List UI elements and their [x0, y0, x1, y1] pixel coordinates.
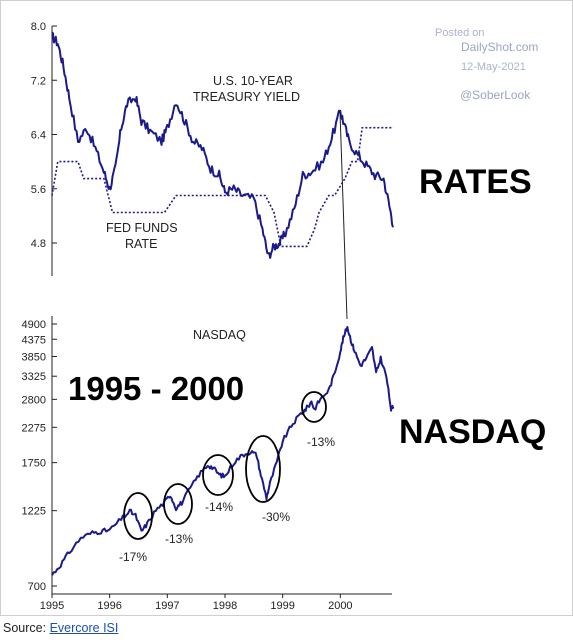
nasdaq-y-tick-label: 2275 — [22, 422, 46, 434]
nasdaq-x-tick-label: 1998 — [213, 600, 237, 612]
nasdaq-y-tick-label: 4375 — [22, 334, 46, 346]
rates-big-label: RATES — [419, 163, 532, 201]
nasdaq-y-tick-label: 3850 — [22, 351, 46, 363]
nasdaq-x-tick-label: 1995 — [40, 600, 64, 612]
chart-frame: 8.0 7.2 6.4 5.6 4.8 4900 4375 3850 3325 2800 2275… — [0, 0, 573, 616]
correction-ellipse-2 — [163, 483, 193, 525]
rates-y-ticks: 8.0 7.2 6.4 5.6 4.8 — [31, 21, 57, 250]
correction-ellipse-1 — [123, 492, 153, 540]
nasdaq-big-label: NASDAQ — [399, 413, 546, 451]
watermark-handle: @SoberLook — [460, 88, 531, 102]
nasdaq-y-tick-label: 1750 — [22, 458, 46, 470]
nasdaq-x-tick-label: 1999 — [270, 600, 294, 612]
nasdaq-y-ticks: 4900 4375 3850 3325 2800 2275 1750 1225 700 — [22, 319, 57, 593]
rates-y-tick-label: 5.6 — [31, 184, 46, 196]
rates-series-group — [51, 31, 394, 259]
nasdaq-x-tick-label: 1997 — [155, 600, 179, 612]
annotation-4: -30% — [262, 510, 290, 524]
rates-y-tick-label: 8.0 — [31, 21, 46, 33]
annotation-3: -14% — [205, 500, 233, 514]
nasdaq-title: NASDAQ — [193, 328, 246, 342]
treasury-yield-line — [51, 31, 394, 259]
correction-ellipse-5 — [301, 391, 327, 423]
nasdaq-y-tick-label: 3325 — [22, 371, 46, 383]
annotation-5: -13% — [307, 435, 335, 449]
fed-funds-label-line1: FED FUNDS — [106, 221, 178, 235]
annotation-2: -13% — [165, 532, 193, 546]
nasdaq-y-tick-label: 1225 — [22, 506, 46, 518]
peak-connector-line — [339, 111, 348, 320]
watermark-date: 12-May-2021 — [461, 61, 526, 73]
figure-border — [0, 0, 573, 616]
nasdaq-y-tick-label: 4900 — [22, 319, 46, 331]
nasdaq-y-tick-label: 700 — [28, 581, 46, 593]
rates-y-tick-label: 7.2 — [31, 75, 46, 87]
correction-ellipse-4 — [245, 435, 281, 503]
rates-y-tick-label: 4.8 — [31, 238, 46, 250]
source-link[interactable]: Evercore ISI — [49, 621, 119, 635]
chart-figure: 8.0 7.2 6.4 5.6 4.8 4900 4375 3850 3325 2800 2275… — [0, 0, 573, 616]
treasury-label-line1: U.S. 10-YEAR — [213, 74, 293, 88]
rates-y-tick-label: 6.4 — [31, 130, 46, 142]
treasury-label-line2: TREASURY YIELD — [193, 90, 300, 104]
fed-funds-label-line2: RATE — [125, 237, 157, 251]
nasdaq-y-tick-label: 2800 — [22, 394, 46, 406]
nasdaq-series-group — [51, 326, 395, 576]
nasdaq-x-ticks: 1995 1996 1997 1998 1999 2000 — [40, 594, 353, 612]
watermark-site: DailyShot.com — [461, 40, 538, 54]
source-line: Source: Evercore ISI — [3, 621, 118, 635]
nasdaq-x-tick-label: 2000 — [328, 600, 352, 612]
watermark-posted-on: Posted on — [435, 27, 485, 39]
correction-ellipse-3 — [202, 454, 234, 496]
source-label: Source: — [3, 621, 47, 635]
nasdaq-line — [51, 326, 395, 576]
nasdaq-x-tick-label: 1996 — [97, 600, 121, 612]
annotation-1: -17% — [119, 550, 147, 564]
range-big-label: 1995 - 2000 — [68, 370, 244, 407]
